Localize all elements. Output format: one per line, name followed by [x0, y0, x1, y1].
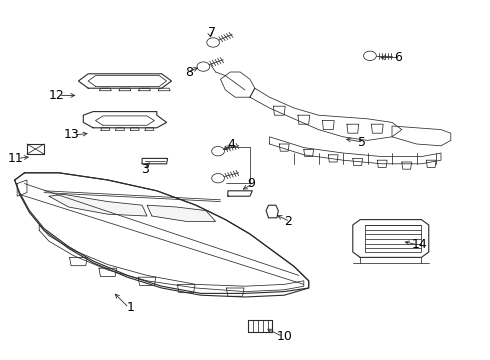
- Circle shape: [207, 38, 220, 47]
- Text: 1: 1: [127, 301, 135, 314]
- Polygon shape: [347, 124, 359, 133]
- Text: 5: 5: [358, 136, 366, 149]
- Polygon shape: [371, 124, 383, 133]
- Polygon shape: [304, 149, 314, 157]
- Polygon shape: [49, 194, 147, 216]
- Text: 14: 14: [412, 238, 427, 251]
- Polygon shape: [139, 88, 150, 91]
- Circle shape: [197, 62, 210, 71]
- Text: 8: 8: [186, 66, 194, 78]
- Polygon shape: [402, 162, 412, 169]
- Polygon shape: [70, 257, 87, 266]
- Polygon shape: [78, 74, 172, 88]
- Polygon shape: [322, 121, 334, 130]
- Polygon shape: [17, 180, 27, 196]
- Polygon shape: [27, 144, 44, 154]
- Polygon shape: [158, 88, 170, 91]
- Polygon shape: [101, 128, 110, 130]
- Bar: [365, 225, 421, 252]
- Text: 12: 12: [49, 89, 65, 102]
- Polygon shape: [116, 128, 124, 130]
- Polygon shape: [266, 205, 278, 218]
- Text: 11: 11: [8, 152, 24, 165]
- Polygon shape: [248, 320, 272, 332]
- Text: 6: 6: [394, 51, 402, 64]
- Text: 13: 13: [64, 129, 79, 141]
- Polygon shape: [273, 106, 285, 115]
- Text: 3: 3: [142, 163, 149, 176]
- Polygon shape: [226, 288, 244, 296]
- Polygon shape: [83, 112, 167, 128]
- Polygon shape: [220, 72, 255, 97]
- Polygon shape: [177, 284, 195, 293]
- Text: 4: 4: [228, 138, 236, 150]
- Polygon shape: [353, 220, 429, 257]
- Polygon shape: [377, 160, 387, 167]
- Text: 7: 7: [208, 26, 216, 39]
- Polygon shape: [228, 191, 252, 196]
- Polygon shape: [145, 128, 154, 130]
- Polygon shape: [279, 144, 289, 151]
- Polygon shape: [147, 205, 216, 221]
- Polygon shape: [99, 268, 117, 276]
- Polygon shape: [15, 173, 309, 293]
- Polygon shape: [130, 128, 139, 130]
- Text: 10: 10: [277, 330, 293, 343]
- Polygon shape: [426, 160, 436, 167]
- Text: 2: 2: [284, 215, 292, 228]
- Polygon shape: [353, 158, 363, 166]
- Circle shape: [212, 174, 224, 183]
- Polygon shape: [142, 158, 168, 164]
- Polygon shape: [328, 155, 338, 162]
- Polygon shape: [15, 173, 309, 297]
- Circle shape: [364, 51, 376, 60]
- Circle shape: [212, 147, 224, 156]
- Polygon shape: [99, 88, 111, 91]
- Polygon shape: [250, 88, 402, 140]
- Polygon shape: [298, 115, 310, 124]
- Polygon shape: [138, 277, 156, 285]
- Polygon shape: [392, 126, 451, 146]
- Text: 9: 9: [247, 177, 255, 190]
- Polygon shape: [119, 88, 131, 91]
- Polygon shape: [270, 137, 441, 164]
